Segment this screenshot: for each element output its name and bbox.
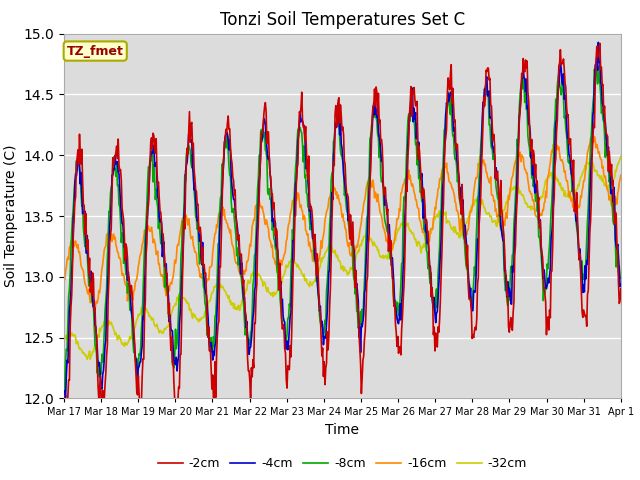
-2cm bbox=[128, 291, 136, 297]
-4cm bbox=[127, 309, 135, 314]
-4cm bbox=[410, 105, 418, 111]
-32cm bbox=[128, 328, 136, 334]
-4cm bbox=[214, 301, 221, 307]
Line: -4cm: -4cm bbox=[64, 42, 621, 401]
-2cm bbox=[71, 199, 79, 204]
-32cm bbox=[185, 300, 193, 306]
-16cm bbox=[91, 307, 99, 312]
-2cm bbox=[214, 321, 222, 327]
-4cm bbox=[595, 39, 602, 45]
-2cm bbox=[596, 40, 604, 46]
Line: -16cm: -16cm bbox=[64, 136, 621, 310]
-16cm bbox=[60, 278, 68, 284]
-8cm bbox=[127, 305, 135, 311]
Legend: -2cm, -4cm, -8cm, -16cm, -32cm: -2cm, -4cm, -8cm, -16cm, -32cm bbox=[152, 452, 532, 475]
-4cm bbox=[184, 149, 192, 155]
-8cm bbox=[60, 396, 68, 402]
-16cm bbox=[185, 216, 193, 222]
-32cm bbox=[86, 357, 94, 362]
-4cm bbox=[60, 398, 68, 404]
Text: TZ_fmet: TZ_fmet bbox=[67, 45, 124, 58]
-8cm bbox=[214, 271, 221, 277]
-16cm bbox=[411, 192, 419, 197]
-32cm bbox=[60, 334, 68, 339]
-32cm bbox=[617, 153, 625, 159]
-4cm bbox=[426, 264, 434, 269]
X-axis label: Time: Time bbox=[325, 423, 360, 437]
-16cm bbox=[214, 216, 222, 222]
-32cm bbox=[428, 230, 435, 236]
-16cm bbox=[70, 244, 78, 250]
-32cm bbox=[214, 283, 222, 289]
-8cm bbox=[70, 192, 78, 197]
-2cm bbox=[428, 294, 435, 300]
-8cm bbox=[184, 144, 192, 150]
-16cm bbox=[428, 226, 435, 231]
-2cm bbox=[617, 286, 625, 291]
Line: -8cm: -8cm bbox=[64, 65, 621, 399]
-2cm bbox=[61, 421, 68, 427]
Line: -32cm: -32cm bbox=[64, 156, 621, 360]
-8cm bbox=[593, 62, 600, 68]
-32cm bbox=[70, 332, 78, 338]
-4cm bbox=[617, 282, 625, 288]
Y-axis label: Soil Temperature (C): Soil Temperature (C) bbox=[4, 145, 18, 287]
Title: Tonzi Soil Temperatures Set C: Tonzi Soil Temperatures Set C bbox=[220, 11, 465, 29]
-8cm bbox=[426, 281, 434, 287]
-16cm bbox=[617, 172, 625, 178]
-16cm bbox=[591, 133, 598, 139]
-4cm bbox=[70, 209, 78, 215]
-2cm bbox=[60, 393, 68, 399]
-16cm bbox=[128, 292, 136, 298]
-32cm bbox=[411, 237, 419, 242]
-8cm bbox=[410, 115, 418, 121]
-2cm bbox=[185, 129, 193, 134]
-2cm bbox=[411, 96, 419, 102]
Line: -2cm: -2cm bbox=[64, 43, 621, 424]
-8cm bbox=[617, 275, 625, 281]
